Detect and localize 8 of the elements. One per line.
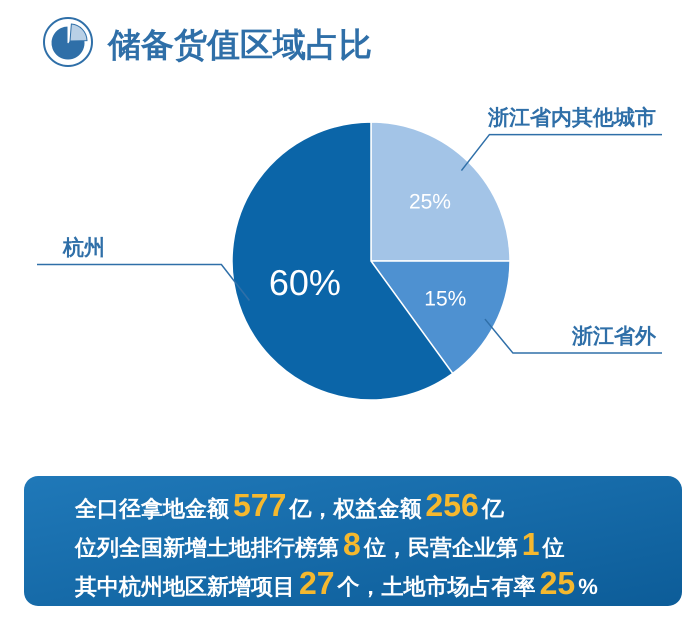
slice-label: 浙江省外 [571, 325, 657, 348]
slice-label: 杭州 [62, 236, 105, 260]
chart-title: 储备货值区域占比 [107, 26, 372, 63]
data-label: 60% [268, 262, 341, 303]
data-label: 15% [424, 287, 466, 310]
data-label: 25% [408, 190, 451, 214]
text: 全口径拿地金额577亿，权益金额256亿 [74, 487, 505, 523]
slice-label: 浙江省内其他城市 [487, 106, 656, 130]
